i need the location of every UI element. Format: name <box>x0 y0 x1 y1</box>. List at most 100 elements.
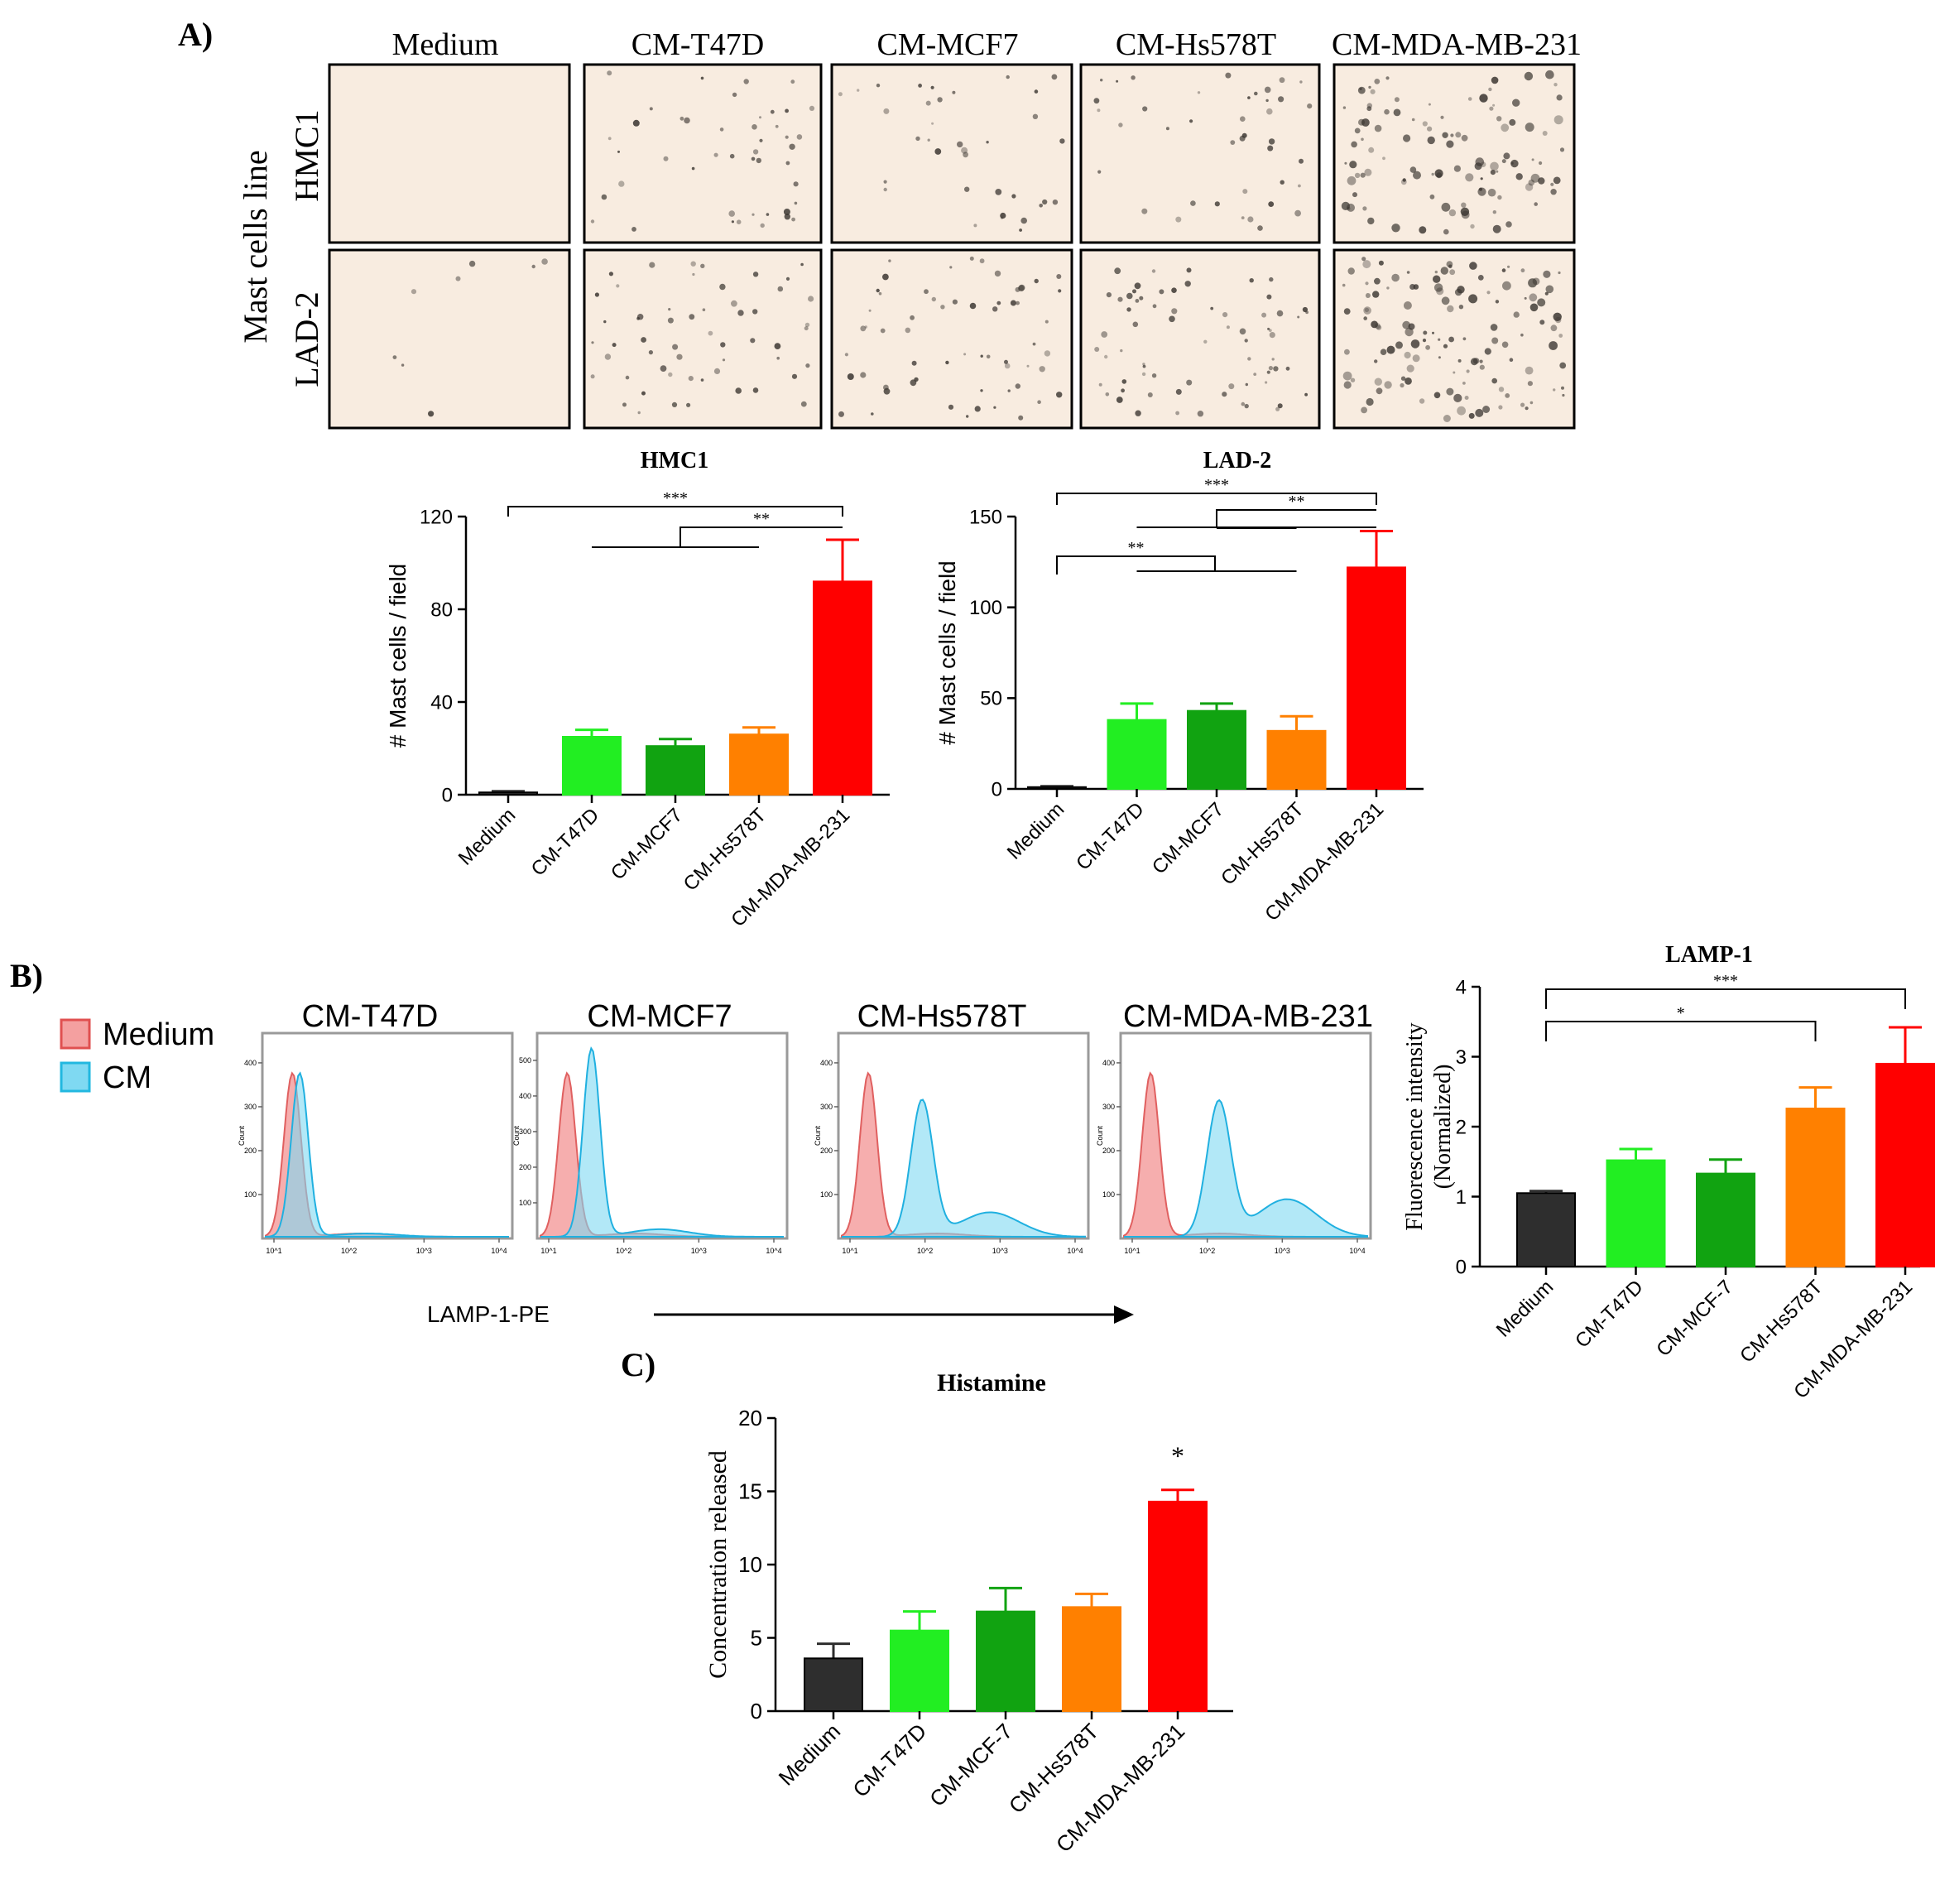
cell-dot <box>1562 393 1565 397</box>
bracket-line <box>507 506 843 517</box>
cell-dot <box>1491 377 1497 384</box>
cell-dot <box>672 344 679 350</box>
micrograph-col-hs578t: CM-Hs578T <box>1116 27 1276 62</box>
bracket-label: * <box>1677 1004 1685 1022</box>
cell-dot <box>608 272 614 276</box>
cell-dot <box>752 387 759 393</box>
cell-dot <box>961 147 968 154</box>
micrograph-group-label: Mast cells line <box>237 150 274 343</box>
cell-dot <box>1285 366 1290 371</box>
cell-dot <box>1509 358 1514 363</box>
cell-dot <box>1419 398 1425 404</box>
cell-dot <box>729 153 735 159</box>
cell-dot <box>1121 388 1125 393</box>
cell-dot <box>924 289 929 295</box>
cell-dot <box>594 292 600 297</box>
cell-dot <box>871 412 874 416</box>
micrograph-frame <box>328 248 571 430</box>
cell-dot <box>700 263 705 268</box>
panel-label-c: C) <box>621 1346 655 1383</box>
bar-cm-hs578t <box>729 733 789 796</box>
cell-dot <box>1497 195 1502 200</box>
cell-dot <box>844 353 848 357</box>
bracket-line <box>679 526 843 547</box>
y-tick-label: 20 <box>738 1406 762 1430</box>
chart-title: LAMP-1 <box>1665 942 1753 968</box>
cell-dot <box>1358 118 1365 126</box>
cell-dot <box>1374 124 1382 132</box>
cell-dot <box>1428 103 1431 106</box>
cell-dot <box>1186 379 1193 386</box>
cell-dot <box>1266 294 1272 300</box>
cell-dot <box>1402 320 1411 329</box>
cell-dot <box>1273 366 1279 372</box>
cell-dot <box>737 310 744 316</box>
cell-dot <box>838 411 844 417</box>
cell-dot <box>1433 283 1443 292</box>
cell-dot <box>995 189 1002 195</box>
cell-dot <box>878 291 882 296</box>
x-tick-label: CM-T47D <box>1571 1276 1648 1353</box>
cell-dot <box>1175 388 1182 395</box>
cell-dot <box>1403 301 1412 310</box>
cell-dot <box>1409 166 1417 173</box>
cell-dot <box>1098 382 1102 387</box>
panel-label-b: B) <box>10 957 43 994</box>
legend-cm-label: CM <box>103 1060 151 1095</box>
cell-dot <box>1352 192 1357 198</box>
x-tick-label: CM-MCF-7 <box>924 1719 1017 1811</box>
cell-dot <box>1367 217 1375 225</box>
cell-dot <box>1433 392 1441 399</box>
cell-dot <box>1247 216 1254 223</box>
cell-dot <box>1532 277 1540 286</box>
cell-dot <box>1427 126 1433 132</box>
cell-dot <box>931 296 937 302</box>
chart-lad2: LAD-2 0 50 100 150 # Mast cells / field Medium… <box>934 448 1424 926</box>
cell-dot <box>1267 327 1270 330</box>
bar-medium <box>1516 1192 1576 1268</box>
cell-dot <box>793 181 799 187</box>
cell-dot <box>1142 106 1148 112</box>
cell-dot <box>1007 389 1011 392</box>
bracket-line <box>1056 493 1377 505</box>
bar-cm-mcf7 <box>646 745 705 796</box>
cell-dot <box>973 224 977 228</box>
cell-dot <box>531 264 535 269</box>
cell-dot <box>1527 381 1533 387</box>
flow-histograms: CM-T47D 100 200 300 400 Count 10^1 10^2 10^3 10^4… <box>238 999 1373 1255</box>
cell-dot <box>1151 269 1156 273</box>
cell-dot <box>1210 306 1214 310</box>
cell-dot <box>1477 275 1484 281</box>
cell-dot <box>1550 182 1554 186</box>
cell-dot <box>952 299 958 305</box>
cell-dot <box>1502 281 1511 291</box>
cell-dot <box>948 404 954 410</box>
cell-dot <box>1513 311 1520 318</box>
x-tick-label: CM-T47D <box>527 804 604 881</box>
bar-cm-hs578t <box>1785 1108 1846 1268</box>
cell-dot <box>1491 337 1499 344</box>
cell-dot <box>808 296 814 302</box>
cell-dot <box>1261 312 1267 318</box>
flow-y-tick-label: 300 <box>244 1103 257 1111</box>
cell-dot <box>838 92 843 97</box>
cell-dot <box>940 305 945 310</box>
cell-dot <box>668 372 673 377</box>
micrograph-row-lad2: LAD-2 <box>288 291 325 387</box>
cell-dot <box>1539 320 1545 325</box>
cell-dot <box>860 325 867 332</box>
cell-dot <box>1492 210 1497 214</box>
cell-dot <box>1275 406 1280 411</box>
cell-dot <box>752 213 755 216</box>
cell-dot <box>979 258 985 264</box>
bar-cm-t47d <box>890 1629 949 1713</box>
cell-dot <box>1359 87 1362 90</box>
cell-dot <box>649 262 655 268</box>
cell-dot <box>1479 364 1485 370</box>
cell-dot <box>1553 83 1558 87</box>
cell-dot <box>1545 285 1554 294</box>
flow-x-tick-label: 10^2 <box>917 1247 933 1255</box>
flow-y-label: Count <box>238 1126 246 1147</box>
cell-dot <box>1299 80 1303 84</box>
bracket-label: *** <box>1204 476 1229 494</box>
